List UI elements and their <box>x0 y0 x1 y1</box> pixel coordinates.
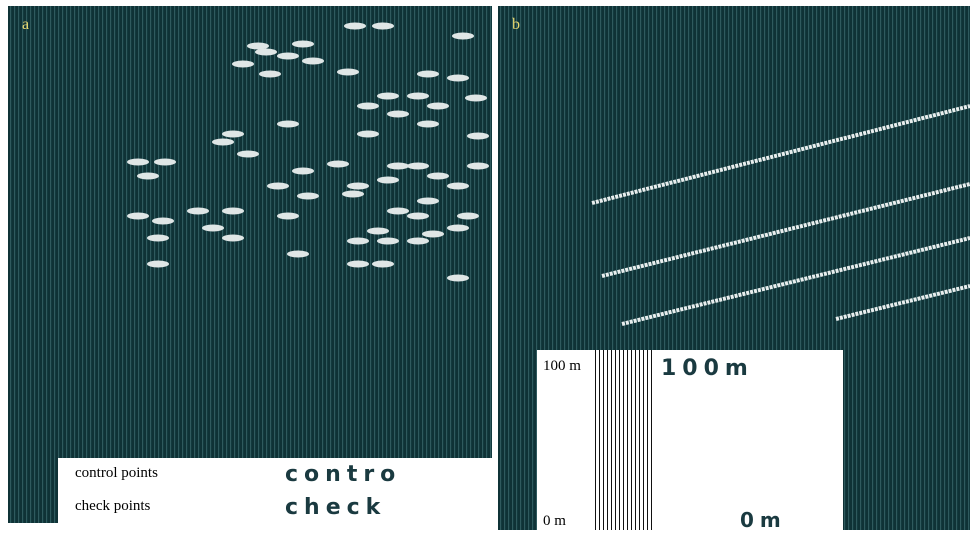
point <box>427 103 449 110</box>
scale-artifact: 100m <box>661 356 754 381</box>
point <box>465 95 487 102</box>
panel-b: b 100 m 0 m 100m 0m <box>498 6 970 530</box>
point <box>417 121 439 128</box>
point <box>347 261 369 268</box>
point <box>154 159 176 166</box>
legend: control points check points contro check <box>58 458 492 523</box>
point <box>407 238 429 245</box>
point <box>447 225 469 232</box>
point <box>342 191 364 198</box>
point <box>255 49 277 56</box>
point <box>277 213 299 220</box>
point <box>292 168 314 175</box>
point <box>147 261 169 268</box>
point <box>467 163 489 170</box>
point <box>367 228 389 235</box>
point <box>287 251 309 258</box>
point <box>357 131 379 138</box>
scale-bar: 100 m 0 m 100m 0m <box>537 350 843 530</box>
point <box>259 71 281 78</box>
point <box>457 213 479 220</box>
point <box>377 93 399 100</box>
point <box>447 183 469 190</box>
scale-label: 100 m <box>543 358 581 375</box>
point <box>452 33 474 40</box>
point <box>222 208 244 215</box>
point <box>292 41 314 48</box>
legend-artifact: contro <box>285 462 401 487</box>
point <box>357 103 379 110</box>
point <box>277 121 299 128</box>
point <box>232 61 254 68</box>
point <box>267 183 289 190</box>
point <box>152 218 174 225</box>
point <box>222 131 244 138</box>
point <box>407 213 429 220</box>
point <box>347 183 369 190</box>
point <box>447 275 469 282</box>
point <box>297 193 319 200</box>
point <box>222 235 244 242</box>
panel-a: a control points check points contro che… <box>8 6 492 523</box>
point <box>372 261 394 268</box>
panel-label: b <box>512 16 520 34</box>
point <box>127 159 149 166</box>
point <box>447 75 469 82</box>
point <box>147 235 169 242</box>
point <box>247 43 269 50</box>
point <box>387 208 409 215</box>
point <box>212 139 234 146</box>
point <box>377 177 399 184</box>
point <box>387 163 409 170</box>
scale-label: 0 m <box>543 513 566 530</box>
point <box>372 23 394 30</box>
point <box>127 213 149 220</box>
legend-artifact: check <box>285 495 386 520</box>
point <box>407 93 429 100</box>
point <box>237 151 259 158</box>
point <box>417 71 439 78</box>
point <box>344 23 366 30</box>
point <box>302 58 324 65</box>
point <box>377 238 399 245</box>
point <box>467 133 489 140</box>
point <box>347 238 369 245</box>
point <box>427 173 449 180</box>
point <box>337 69 359 76</box>
point <box>277 53 299 60</box>
legend-item: control points <box>75 465 158 482</box>
point <box>187 208 209 215</box>
scale-stripes <box>595 350 655 530</box>
points-layer <box>8 6 492 523</box>
point <box>202 225 224 232</box>
legend-item: check points <box>75 498 150 515</box>
scale-artifact: 0m <box>740 508 787 530</box>
point <box>417 198 439 205</box>
page: a control points check points contro che… <box>0 0 973 538</box>
point <box>387 111 409 118</box>
point <box>137 173 159 180</box>
point <box>422 231 444 238</box>
point <box>407 163 429 170</box>
stripe-lines <box>592 106 970 324</box>
point <box>327 161 349 168</box>
panel-label: a <box>22 16 29 34</box>
